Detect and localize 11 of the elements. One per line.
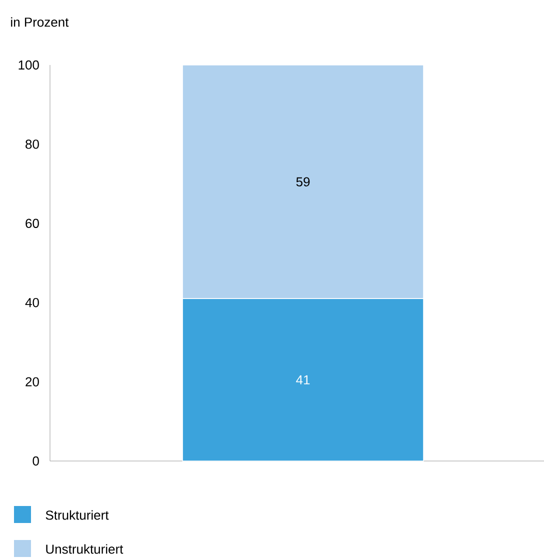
data-label: 41 bbox=[296, 375, 310, 384]
y-tick-label: 60 bbox=[26, 218, 39, 228]
y-tick-label: 40 bbox=[25, 298, 39, 308]
legend-label: Unstrukturiert bbox=[46, 544, 124, 554]
y-tick-label: 0 bbox=[32, 456, 39, 466]
y-tick-label: 100 bbox=[18, 60, 39, 70]
y-tick-label: 80 bbox=[25, 140, 39, 149]
legend-label: Strukturiert bbox=[46, 510, 109, 520]
y-tick-label: 20 bbox=[26, 377, 39, 386]
data-label: 59 bbox=[296, 177, 310, 186]
y-axis-title: in Prozent bbox=[10, 17, 69, 27]
